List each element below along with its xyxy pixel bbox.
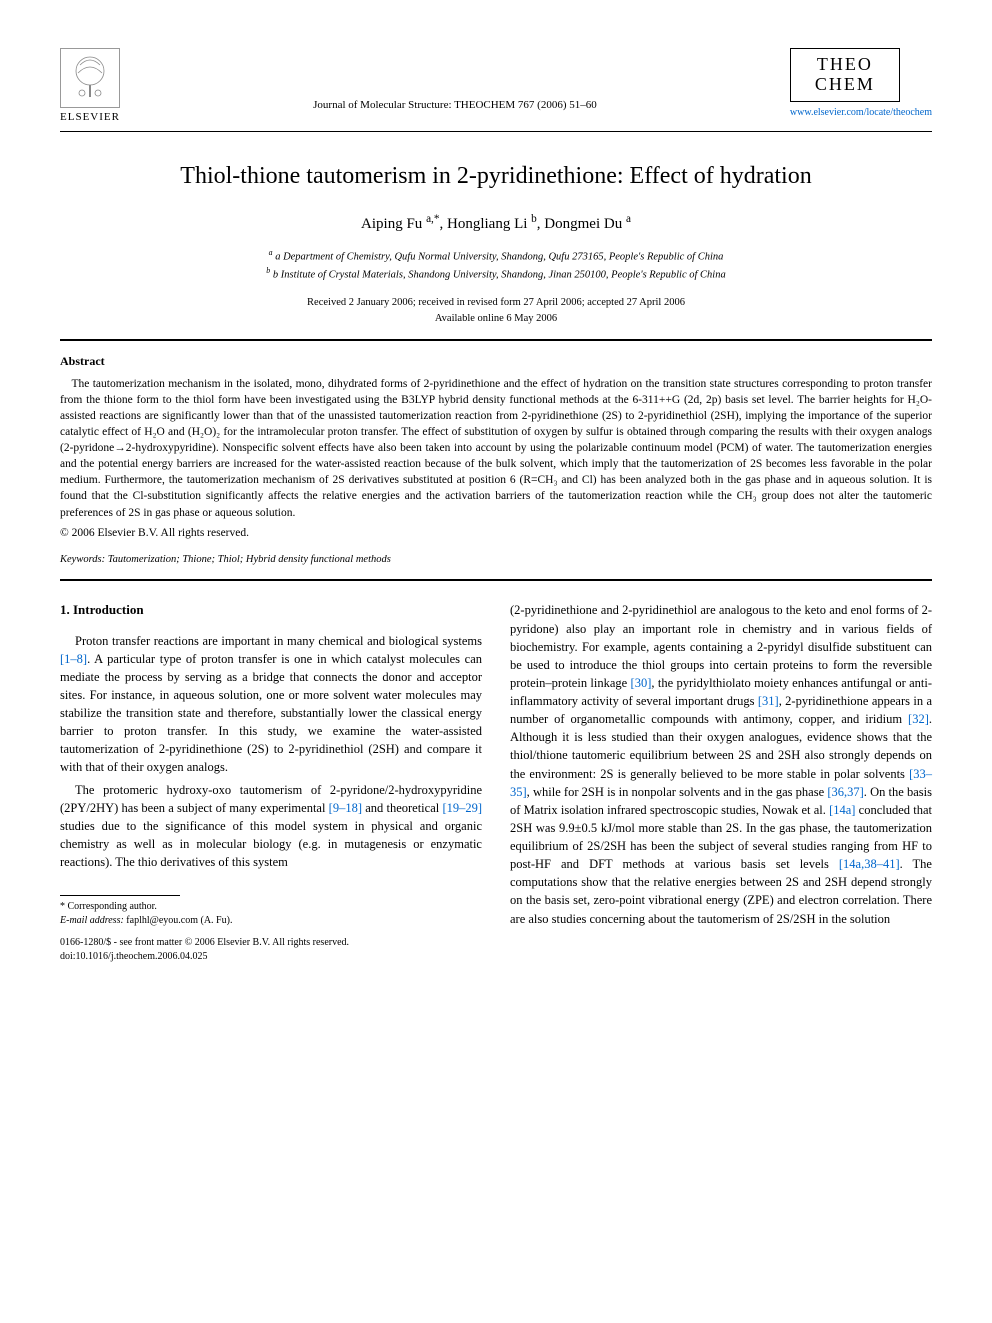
- email-suffix: (A. Fu).: [201, 915, 233, 926]
- divider: [60, 579, 932, 581]
- header-row: ELSEVIER Journal of Molecular Structure:…: [60, 48, 932, 125]
- theochem-line1: THEO: [801, 55, 889, 75]
- journal-citation: Journal of Molecular Structure: THEOCHEM…: [120, 48, 790, 113]
- ref-link[interactable]: [19–29]: [442, 801, 482, 815]
- author-1: Aiping Fu: [361, 216, 422, 232]
- intro-para-right: (2-pyridinethione and 2-pyridinethiol ar…: [510, 601, 932, 927]
- text: Proton transfer reactions are important …: [75, 634, 482, 648]
- divider: [60, 339, 932, 341]
- theochem-line2: CHEM: [801, 75, 889, 95]
- intro-para-1: Proton transfer reactions are important …: [60, 632, 482, 777]
- keywords-text: Tautomerization; Thione; Thiol; Hybrid d…: [108, 554, 391, 565]
- email-line: E-mail address: faplhl@eyou.com (A. Fu).: [60, 914, 482, 928]
- elsevier-tree-icon: [60, 48, 120, 108]
- keywords-label: Keywords:: [60, 554, 105, 565]
- affiliation-a-text: a Department of Chemistry, Qufu Normal U…: [275, 251, 723, 262]
- footer: * Corresponding author. E-mail address: …: [60, 895, 482, 964]
- affiliations: a a Department of Chemistry, Qufu Normal…: [60, 247, 932, 284]
- journal-logo-block: THEO CHEM www.elsevier.com/locate/theoch…: [790, 48, 932, 120]
- author-3: Dongmei Du: [544, 216, 622, 232]
- author-1-affil: a,*: [426, 213, 439, 225]
- email-label: E-mail address:: [60, 915, 124, 926]
- ref-link[interactable]: [36,37]: [827, 785, 863, 799]
- affiliation-a: a a Department of Chemistry, Qufu Normal…: [60, 247, 932, 265]
- right-column: (2-pyridinethione and 2-pyridinethiol ar…: [510, 601, 932, 964]
- left-column: 1. Introduction Proton transfer reaction…: [60, 601, 482, 964]
- article-title: Thiol-thione tautomerism in 2-pyridineth…: [60, 160, 932, 194]
- issn-line: 0166-1280/$ - see front matter © 2006 El…: [60, 936, 482, 950]
- authors: Aiping Fu a,*, Hongliang Li b, Dongmei D…: [60, 212, 932, 235]
- doi: doi:10.1016/j.theochem.2006.04.025: [60, 950, 482, 964]
- text: , while for 2SH is in nonpolar solvents …: [527, 785, 828, 799]
- ref-link[interactable]: [1–8]: [60, 652, 87, 666]
- divider: [60, 131, 932, 132]
- ref-link[interactable]: [14a,38–41]: [839, 857, 900, 871]
- elsevier-logo: ELSEVIER: [60, 48, 120, 125]
- keywords: Keywords: Tautomerization; Thione; Thiol…: [60, 553, 932, 568]
- ref-link[interactable]: [9–18]: [329, 801, 362, 815]
- footer-divider: [60, 895, 180, 896]
- dates-received: Received 2 January 2006; received in rev…: [60, 295, 932, 311]
- abstract-body: The tautomerization mechanism in the iso…: [60, 376, 932, 521]
- affiliation-b: b b Institute of Crystal Materials, Shan…: [60, 265, 932, 283]
- abstract-copyright: © 2006 Elsevier B.V. All rights reserved…: [60, 525, 932, 541]
- text: and theoretical: [362, 801, 442, 815]
- ref-link[interactable]: [14a]: [829, 803, 855, 817]
- author-2: Hongliang Li: [447, 216, 527, 232]
- ref-link[interactable]: [30]: [631, 676, 652, 690]
- intro-para-2: The protomeric hydroxy-oxo tautomerism o…: [60, 781, 482, 872]
- body-columns: 1. Introduction Proton transfer reaction…: [60, 601, 932, 964]
- ref-link[interactable]: [31]: [758, 694, 779, 708]
- text: studies due to the significance of this …: [60, 819, 482, 869]
- publisher-name: ELSEVIER: [60, 110, 120, 125]
- affiliation-b-text: b Institute of Crystal Materials, Shando…: [273, 270, 726, 281]
- author-3-affil: a: [626, 213, 631, 225]
- article-dates: Received 2 January 2006; received in rev…: [60, 295, 932, 327]
- email-address[interactable]: faplhl@eyou.com: [126, 915, 198, 926]
- text: . A particular type of proton transfer i…: [60, 652, 482, 775]
- abstract-heading: Abstract: [60, 353, 932, 370]
- theochem-logo: THEO CHEM: [790, 48, 900, 102]
- corresponding-author: * Corresponding author.: [60, 900, 482, 914]
- ref-link[interactable]: [32]: [908, 712, 929, 726]
- author-2-affil: b: [531, 213, 537, 225]
- dates-online: Available online 6 May 2006: [60, 311, 932, 327]
- journal-url[interactable]: www.elsevier.com/locate/theochem: [790, 106, 932, 120]
- section-1-heading: 1. Introduction: [60, 601, 482, 619]
